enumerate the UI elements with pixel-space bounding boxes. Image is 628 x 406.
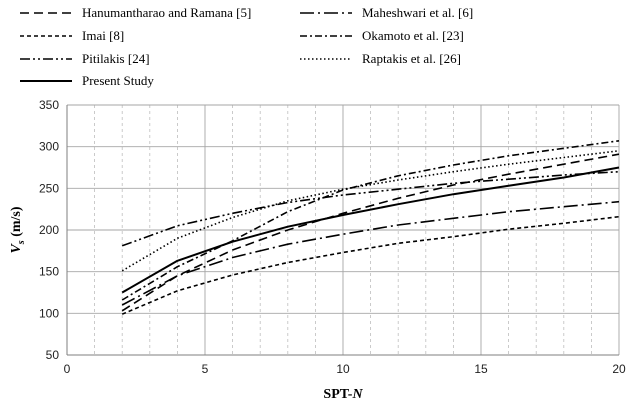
legend-entry: Okamoto et al. [23] <box>362 28 464 43</box>
series-line <box>121 150 620 272</box>
axes: 0 5 10 15 20 50 100 150 200 250 300 350 <box>39 98 626 376</box>
y-tick-label: 250 <box>39 181 59 195</box>
grid <box>67 104 620 355</box>
x-axis-label: SPT-N <box>323 387 363 402</box>
series-line <box>121 200 620 306</box>
series-line <box>121 170 620 247</box>
series-line <box>121 153 620 312</box>
legend-entry: Maheshwari et al. [6] <box>362 5 473 20</box>
x-tick-label: 15 <box>474 362 488 376</box>
series-line <box>121 166 620 294</box>
x-tick-label: 20 <box>612 362 626 376</box>
y-tick-label: 150 <box>39 265 59 279</box>
y-tick-label: 200 <box>39 223 59 237</box>
legend-entry: Pitilakis [24] <box>82 51 150 66</box>
y-tick-label: 300 <box>39 140 59 154</box>
x-tick-label: 5 <box>202 362 209 376</box>
legend-entry: Imai [8] <box>82 28 124 43</box>
legend-entry: Present Study <box>82 73 154 88</box>
x-tick-label: 10 <box>336 362 350 376</box>
series-line <box>121 140 620 301</box>
y-axis-label: Vs (m/s) <box>9 206 27 253</box>
legend-entry: Hanumantharao and Ramana [5] <box>82 5 251 20</box>
legend: Hanumantharao and Ramana [5] Maheshwari e… <box>20 5 473 88</box>
legend-entry: Raptakis et al. [26] <box>362 51 461 66</box>
y-tick-label: 50 <box>46 348 60 362</box>
y-tick-label: 100 <box>39 306 59 320</box>
y-tick-label: 350 <box>39 98 59 112</box>
series-group <box>121 140 620 315</box>
x-tick-label: 0 <box>64 362 71 376</box>
